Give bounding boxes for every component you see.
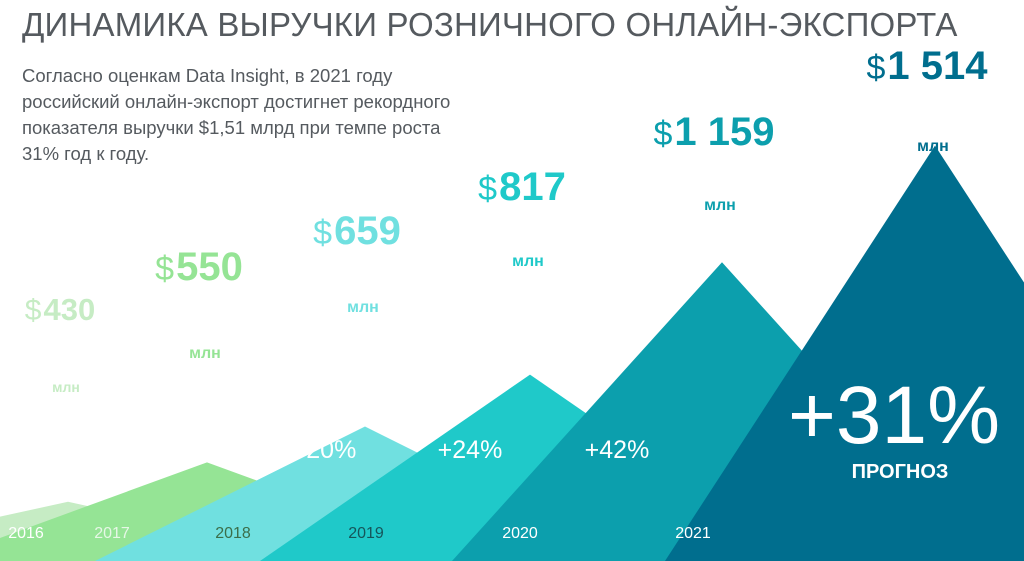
value-label-2017: $550 (155, 245, 243, 289)
unit-label-2019: млн (512, 253, 544, 270)
value-label-2021: $1 514 (866, 44, 988, 88)
value-label-2016: $430 (25, 292, 95, 327)
growth-label-2018: +20% (292, 436, 357, 464)
value-label-2020: $1 159 (653, 110, 774, 154)
unit-label-2017: млн (189, 345, 221, 362)
growth-label-2017: +28% (161, 436, 226, 464)
year-label-2017: 2017 (94, 525, 130, 542)
year-label-2020: 2020 (502, 525, 538, 542)
page-title: ДИНАМИКА ВЫРУЧКИ РОЗНИЧНОГО ОНЛАЙН-ЭКСПО… (22, 6, 958, 43)
unit-label-2021: млн (917, 138, 949, 155)
year-label-2016: 2016 (8, 525, 44, 542)
growth-label-2020: +42% (585, 436, 650, 464)
forecast-label: ПРОГНОЗ (852, 461, 949, 483)
unit-label-2018: млн (347, 299, 379, 316)
unit-label-2016: млн (52, 379, 80, 395)
intro-text: Согласно оценкам Data Insight, в 2021 го… (22, 65, 451, 164)
value-label-2019: $817 (478, 165, 566, 209)
year-label-2018: 2018 (215, 525, 251, 542)
growth-label-2019: +24% (438, 436, 503, 464)
unit-label-2020: млн (704, 197, 736, 214)
year-label-2019: 2019 (348, 525, 384, 542)
value-label-2018: $659 (313, 209, 401, 253)
mountain-2021 (665, 145, 1024, 561)
forecast-growth-label: +31% (788, 370, 1000, 461)
year-label-2021: 2021 (675, 525, 711, 542)
